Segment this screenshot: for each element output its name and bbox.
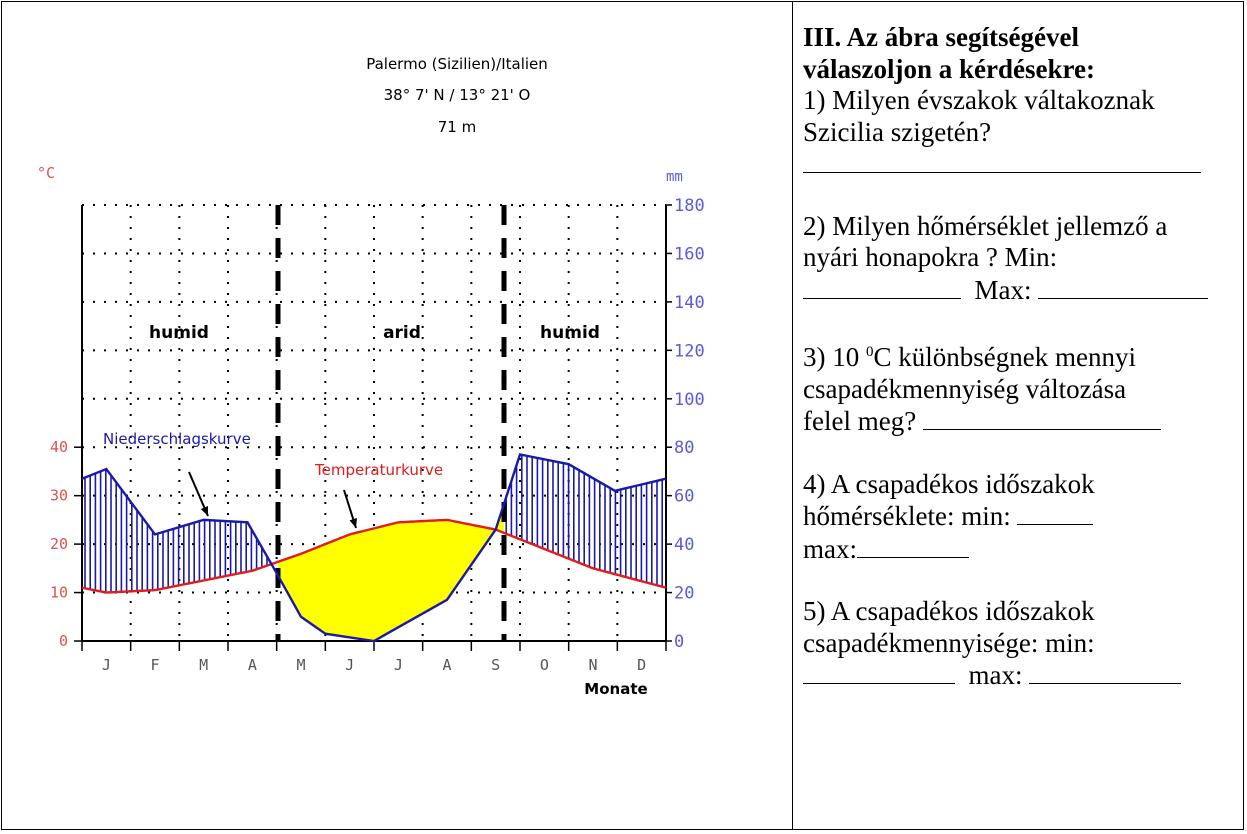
month-label: S <box>491 656 500 674</box>
question-3-prefix: 3) 10 <box>803 342 866 372</box>
right-axis-tick-label: 180 <box>674 196 705 216</box>
question-2-line-1: 2) Milyen hőmérséklet jellemző a <box>803 210 1168 241</box>
temperature-curve <box>81 518 667 594</box>
answer-blank-1[interactable] <box>803 148 1201 173</box>
questions-title-line-1: III. Az ábra segítségével <box>803 22 1079 52</box>
climate-chart: Palermo (Sizilien)/Italien 38° 7' N / 13… <box>37 55 705 698</box>
temperature-curve-label: Temperaturkurve <box>314 461 443 479</box>
question-1: 1) Milyen évszakok váltakoznak Szicilia … <box>803 85 1238 180</box>
month-label: O <box>540 656 549 674</box>
climate-chart-panel: Palermo (Sizilien)/Italien 38° 7' N / 13… <box>2 2 791 829</box>
questions-title: III. Az ábra segítségével válaszoljon a … <box>803 22 1238 85</box>
question-3: 3) 10 0C különbségnek mennyi csapadékmen… <box>803 337 1238 438</box>
right-axis-unit: mm <box>666 169 683 185</box>
question-4-line-1: 4) A csapadékos időszakok <box>803 468 1095 499</box>
answer-blank-4-max[interactable] <box>857 533 969 558</box>
question-5-max-label: max: <box>968 660 1023 690</box>
question-5-line-1: 5) A csapadékos időszakok <box>803 596 1095 626</box>
questions-title-line-2: válaszoljon a kérdésekre: <box>803 53 1095 84</box>
precipitation-arrow-head <box>200 506 208 516</box>
right-axis-tick-label: 80 <box>674 438 694 458</box>
month-label: A <box>442 656 451 674</box>
month-label: J <box>345 656 354 674</box>
month-label: F <box>150 656 159 674</box>
arid-fill-area <box>278 503 504 641</box>
question-3-line-2: csapadékmennyiség változása <box>803 373 1127 404</box>
right-axis-tick-label: 160 <box>674 244 705 264</box>
right-axis-tick-label: 140 <box>674 293 705 313</box>
left-axis-tick-label: 10 <box>50 584 68 602</box>
questions-panel: III. Az ábra segítségével válaszoljon a … <box>803 22 1238 692</box>
left-axis-unit: °C <box>37 164 55 182</box>
right-axis-tick-label: 20 <box>674 584 694 604</box>
right-axis-tick-label: 60 <box>674 487 694 507</box>
x-axis-label: Monate <box>584 680 647 698</box>
question-3-suffix: C különbségnek mennyi <box>873 342 1136 372</box>
month-label: J <box>394 656 403 674</box>
answer-blank-2-min[interactable] <box>803 274 961 299</box>
precipitation-curve-label: Niederschlagskurve <box>103 430 251 448</box>
column-divider <box>792 1 793 830</box>
month-label: M <box>296 656 305 674</box>
region-label-humid: humid <box>540 323 600 343</box>
chart-title-line-1: Palermo (Sizilien)/Italien <box>366 55 548 73</box>
month-label: M <box>199 656 208 674</box>
month-label: A <box>248 656 257 674</box>
month-label: N <box>588 656 597 674</box>
question-2: 2) Milyen hőmérséklet jellemző a nyári h… <box>803 211 1238 307</box>
chart-title-line-3: 71 m <box>438 118 476 136</box>
question-1-line-1: 1) Milyen évszakok váltakoznak <box>803 85 1155 115</box>
region-label-arid: arid <box>383 323 421 343</box>
question-3-line-3: felel meg? <box>803 406 917 436</box>
temperature-arrow-head <box>349 518 357 528</box>
answer-blank-4-min[interactable] <box>1017 500 1094 525</box>
question-5-line-2: csapadékmennyisége: min: <box>803 627 1095 658</box>
answer-blank-3[interactable] <box>922 405 1161 430</box>
chart-title-line-2: 38° 7' N / 13° 21' O <box>384 86 531 104</box>
answer-blank-5-min[interactable] <box>803 659 955 684</box>
region-label-humid: humid <box>149 323 209 343</box>
question-4-line-3: max: <box>803 533 857 564</box>
right-axis-tick-label: 40 <box>674 535 694 555</box>
left-axis-tick-label: 0 <box>59 632 68 650</box>
question-4: 4) A csapadékos időszakok hőmérséklete: … <box>803 469 1238 566</box>
left-axis-tick-label: 30 <box>50 487 68 505</box>
month-label: J <box>102 656 111 674</box>
answer-blank-2-max[interactable] <box>1038 274 1209 299</box>
question-2-max-label: Max: <box>974 274 1032 305</box>
right-axis-tick-label: 0 <box>674 632 684 652</box>
question-1-line-2: Szicilia szigetén? <box>803 116 992 147</box>
month-label: D <box>637 656 646 674</box>
left-axis-tick-label: 20 <box>50 535 68 553</box>
answer-blank-5-max[interactable] <box>1029 659 1182 684</box>
question-5: 5) A csapadékos időszakok csapadékmennyi… <box>803 596 1238 692</box>
question-3-degree: 0 <box>866 344 874 360</box>
left-axis-tick-label: 40 <box>50 438 68 456</box>
question-4-line-2: hőmérséklete: min: <box>803 501 1011 531</box>
precipitation-curve <box>81 453 667 643</box>
right-axis-tick-label: 120 <box>674 341 705 361</box>
question-2-line-2: nyári honapokra ? Min: <box>803 242 1058 272</box>
right-axis-tick-label: 100 <box>674 390 705 410</box>
